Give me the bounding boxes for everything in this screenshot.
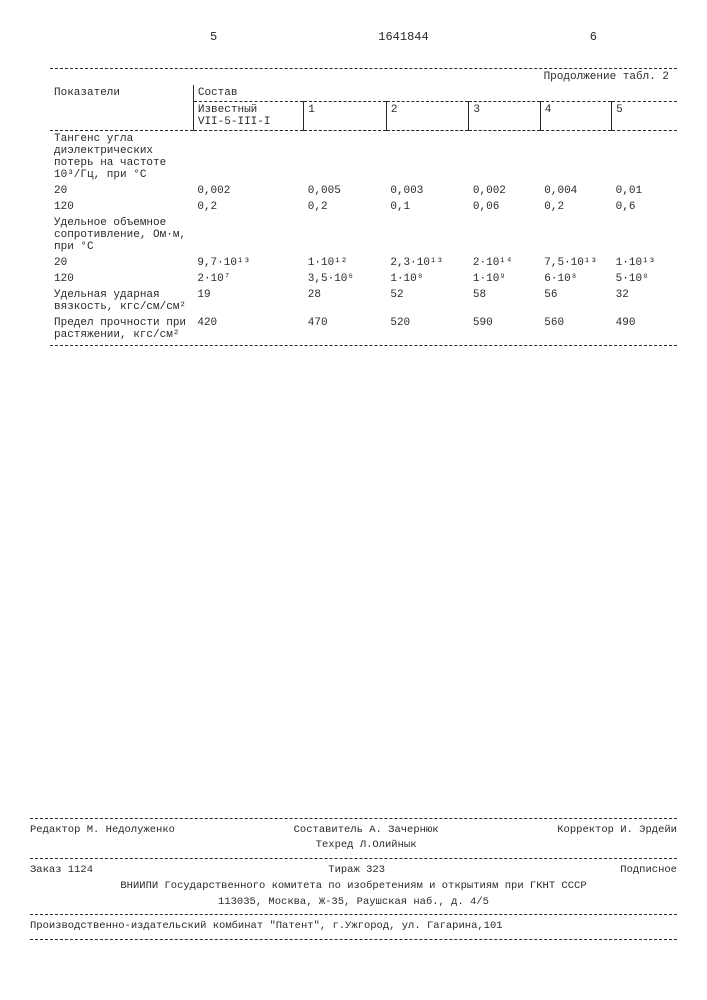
table-row: Тангенс угла диэлектрических потерь на ч…	[50, 131, 677, 184]
table-cell: 0,06	[469, 199, 540, 215]
doc-number: 1641844	[378, 30, 428, 44]
table-cell: 3,5·10⁶	[304, 271, 387, 287]
table-row: 1200,20,20,10,060,20,6	[50, 199, 677, 215]
divider	[50, 68, 677, 69]
table-cell: 0,1	[386, 199, 469, 215]
row-label: Удельное объемное сопротивление, Ом·м, п…	[50, 215, 193, 255]
table-cell: 0,6	[612, 199, 677, 215]
table-cell	[612, 215, 677, 255]
address-line: 113035, Москва, Ж-35, Раушская наб., д. …	[30, 895, 677, 911]
col-group-composition: Состав	[193, 85, 677, 102]
table-cell: 52	[386, 287, 469, 315]
table-cell: 28	[304, 287, 387, 315]
production-line: Производственно-издательский комбинат "П…	[30, 915, 677, 940]
compiler-tehred: Составитель А. Зачернюк Техред Л.Олийнык	[294, 823, 439, 855]
table-cell	[540, 131, 611, 184]
table-continuation: Продолжение табл. 2	[50, 71, 677, 83]
corrector: Корректор И. Эрдейи	[557, 823, 677, 855]
table-cell: 0,003	[386, 183, 469, 199]
table-cell: 560	[540, 315, 611, 343]
table-cell: 590	[469, 315, 540, 343]
subscription: Подписное	[620, 863, 677, 879]
table-cell	[193, 131, 303, 184]
row-label: 20	[50, 183, 193, 199]
col-header-2: 2	[386, 102, 469, 131]
table-cell	[540, 215, 611, 255]
table-cell: 9,7·10¹³	[193, 255, 303, 271]
table-row: 1202·10⁷3,5·10⁶1·10⁸1·10⁹6·10⁸5·10⁸	[50, 271, 677, 287]
data-table: Показатели Состав Известный VII-5-III-I …	[50, 85, 677, 343]
col-header-1: 1	[304, 102, 387, 131]
table-cell: 19	[193, 287, 303, 315]
table-cell: 1·10¹³	[612, 255, 677, 271]
row-label: Тангенс угла диэлектрических потерь на ч…	[50, 131, 193, 184]
table-cell: 32	[612, 287, 677, 315]
table-cell	[193, 215, 303, 255]
table-cell	[304, 131, 387, 184]
table-cell: 1·10¹²	[304, 255, 387, 271]
org-line: ВНИИПИ Государственного комитета по изоб…	[30, 879, 677, 895]
divider	[50, 345, 677, 346]
table-cell	[469, 215, 540, 255]
row-label: Удельная ударная вязкость, кгс/см/см²	[50, 287, 193, 315]
order-number: Заказ 1124	[30, 863, 93, 879]
table-cell	[386, 131, 469, 184]
table-cell: 1·10⁹	[469, 271, 540, 287]
table-row: Удельное объемное сопротивление, Ом·м, п…	[50, 215, 677, 255]
table-cell	[469, 131, 540, 184]
table-cell	[612, 131, 677, 184]
table-cell: 0,002	[469, 183, 540, 199]
table-cell	[386, 215, 469, 255]
row-label: Предел прочности при растяжении, кгс/см²	[50, 315, 193, 343]
table-cell: 58	[469, 287, 540, 315]
table-cell: 0,005	[304, 183, 387, 199]
table-cell: 0,004	[540, 183, 611, 199]
page-left-num: 5	[210, 30, 217, 44]
tirazh: Тираж 323	[328, 863, 385, 879]
table-cell: 470	[304, 315, 387, 343]
table-cell: 0,2	[540, 199, 611, 215]
col-header-known: Известный VII-5-III-I	[193, 102, 303, 131]
table-row: 209,7·10¹³1·10¹²2,3·10¹³2·10¹⁴7,5·10¹³1·…	[50, 255, 677, 271]
col-header-indicators: Показатели	[50, 85, 193, 131]
table-cell: 0,2	[193, 199, 303, 215]
table-cell: 2·10⁷	[193, 271, 303, 287]
table-row: 200,0020,0050,0030,0020,0040,01	[50, 183, 677, 199]
table-cell	[304, 215, 387, 255]
table-cell: 0,002	[193, 183, 303, 199]
table-cell: 520	[386, 315, 469, 343]
table-row: Предел прочности при растяжении, кгс/см²…	[50, 315, 677, 343]
table-cell: 5·10⁸	[612, 271, 677, 287]
footer-block: Редактор М. Недолуженко Составитель А. З…	[30, 818, 677, 941]
table-cell: 0,01	[612, 183, 677, 199]
table-cell: 7,5·10¹³	[540, 255, 611, 271]
table-row: Удельная ударная вязкость, кгс/см/см²192…	[50, 287, 677, 315]
col-header-3: 3	[469, 102, 540, 131]
table-cell: 490	[612, 315, 677, 343]
table-cell: 420	[193, 315, 303, 343]
table-cell: 6·10⁸	[540, 271, 611, 287]
row-label: 120	[50, 271, 193, 287]
row-label: 120	[50, 199, 193, 215]
col-header-4: 4	[540, 102, 611, 131]
table-cell: 2,3·10¹³	[386, 255, 469, 271]
table-cell: 2·10¹⁴	[469, 255, 540, 271]
page-right-num: 6	[590, 30, 597, 44]
table-cell: 1·10⁸	[386, 271, 469, 287]
row-label: 20	[50, 255, 193, 271]
table-cell: 56	[540, 287, 611, 315]
editor: Редактор М. Недолуженко	[30, 823, 175, 855]
col-header-5: 5	[612, 102, 677, 131]
table-cell: 0,2	[304, 199, 387, 215]
